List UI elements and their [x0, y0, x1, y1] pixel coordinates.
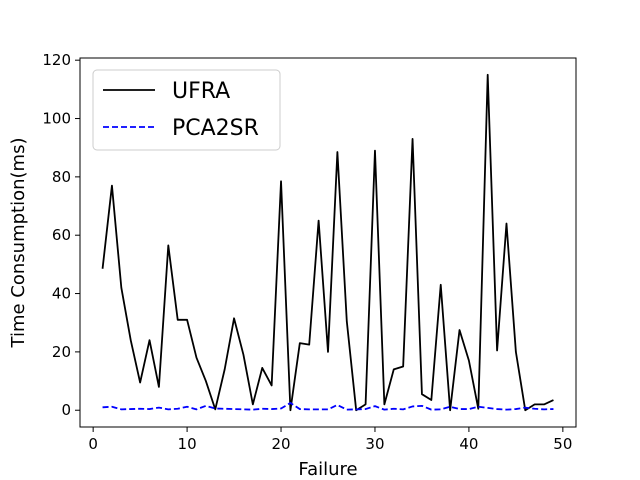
x-axis-label: Failure: [298, 459, 357, 480]
x-tick-label: 10: [178, 435, 197, 453]
series-line-ufra: [101, 73, 554, 412]
x-tick-label: 0: [88, 435, 98, 453]
series-line-pca2sr: [102, 402, 554, 411]
y-tick-label: 40: [52, 285, 71, 303]
x-axis-ticks: 0 10 20 30 40 50: [88, 427, 572, 453]
y-tick-label: 20: [52, 343, 71, 361]
x-tick-label: 50: [553, 435, 572, 453]
y-tick-label: 100: [42, 110, 71, 128]
legend: UFRA PCA2SR: [92, 69, 281, 151]
x-tick-label: 20: [271, 435, 290, 453]
x-tick-label: 30: [365, 435, 384, 453]
y-tick-label: 60: [52, 226, 71, 244]
legend-label-pca2sr: PCA2SR: [172, 116, 259, 141]
y-tick-label: 80: [52, 168, 71, 186]
x-tick-label: 40: [459, 435, 478, 453]
legend-label-ufra: UFRA: [172, 79, 230, 104]
y-axis-ticks: 0 20 40 60 80 100 120: [42, 51, 80, 419]
y-tick-label: 0: [61, 401, 71, 419]
plot-lines: [101, 73, 554, 412]
plot-frame: [79, 57, 577, 428]
y-tick-label: 120: [42, 51, 71, 69]
y-axis-label: Time Consumption(ms): [8, 138, 29, 349]
